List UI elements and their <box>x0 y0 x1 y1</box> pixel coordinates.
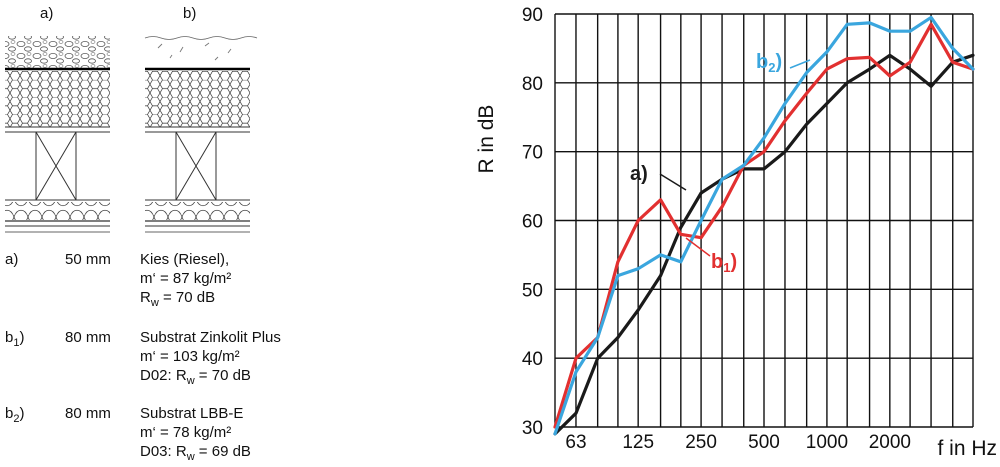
y-tick-label: 80 <box>522 74 543 95</box>
legend-thickness: 80 mm <box>65 405 111 422</box>
y-tick-label: 50 <box>522 280 543 301</box>
annotation-b2: b2) <box>756 51 782 75</box>
y-tick-label: 70 <box>522 143 543 164</box>
x-tick-label: 500 <box>748 432 780 453</box>
annotation-leader-a <box>659 173 687 191</box>
series-line-a <box>553 53 975 436</box>
legend-thickness: 50 mm <box>65 251 111 268</box>
x-axis-label: f in Hz <box>937 437 997 460</box>
legend-key: b2) <box>5 405 25 425</box>
annotation-a: a) <box>630 163 648 185</box>
section-a-label: a) <box>40 5 54 22</box>
x-tick-label: 63 <box>565 432 586 453</box>
legend-desc-line: Substrat LBB-E <box>140 405 244 422</box>
legend-desc-line: D02: Rw = 70 dB <box>140 367 251 387</box>
series-line-b1 <box>553 22 975 429</box>
annotation-leader-b2 <box>789 59 811 69</box>
legend-key: b1) <box>5 329 25 349</box>
series-line-b2 <box>553 15 975 436</box>
legend-desc-line: Kies (Riesel), <box>140 251 230 268</box>
roof-cross-section-drawings <box>5 36 258 233</box>
x-tick-label: 1000 <box>806 432 848 453</box>
legend-desc-line: m‘ = 87 kg/m² <box>140 270 232 287</box>
legend-desc-line: D03: Rw = 69 dB <box>140 443 251 463</box>
x-tick-label: 250 <box>685 432 717 453</box>
y-tick-label: 60 <box>522 212 543 233</box>
legend-description: Substrat LBB-E m‘ = 78 kg/m² D03: Rw = 6… <box>140 404 251 467</box>
legend-desc-line: Rw = 70 dB <box>140 289 216 309</box>
legend-desc-line: Substrat Zinkolit Plus <box>140 329 281 346</box>
drawing-a <box>5 36 110 233</box>
x-tick-label: 125 <box>622 432 654 453</box>
legend-desc-line: m‘ = 78 kg/m² <box>140 424 232 441</box>
y-tick-label: 30 <box>522 418 543 439</box>
x-tick-label: 2000 <box>869 432 911 453</box>
y-tick-label: 40 <box>522 349 543 370</box>
legend-description: Substrat Zinkolit Plus m‘ = 103 kg/m² D0… <box>140 328 281 391</box>
drawing-b <box>144 36 258 233</box>
annotation-b1: b1) <box>711 251 737 275</box>
legend-thickness: 80 mm <box>65 329 111 346</box>
legend-desc-line: m‘ = 103 kg/m² <box>140 348 240 365</box>
annotation-leader-b1 <box>685 237 711 257</box>
y-axis-label: R in dB <box>475 105 498 174</box>
legend-key: a) <box>5 251 19 268</box>
legend-description: Kies (Riesel), m‘ = 87 kg/m² Rw = 70 dB <box>140 250 231 313</box>
section-b-label: b) <box>183 5 197 22</box>
y-tick-label: 90 <box>522 5 543 26</box>
